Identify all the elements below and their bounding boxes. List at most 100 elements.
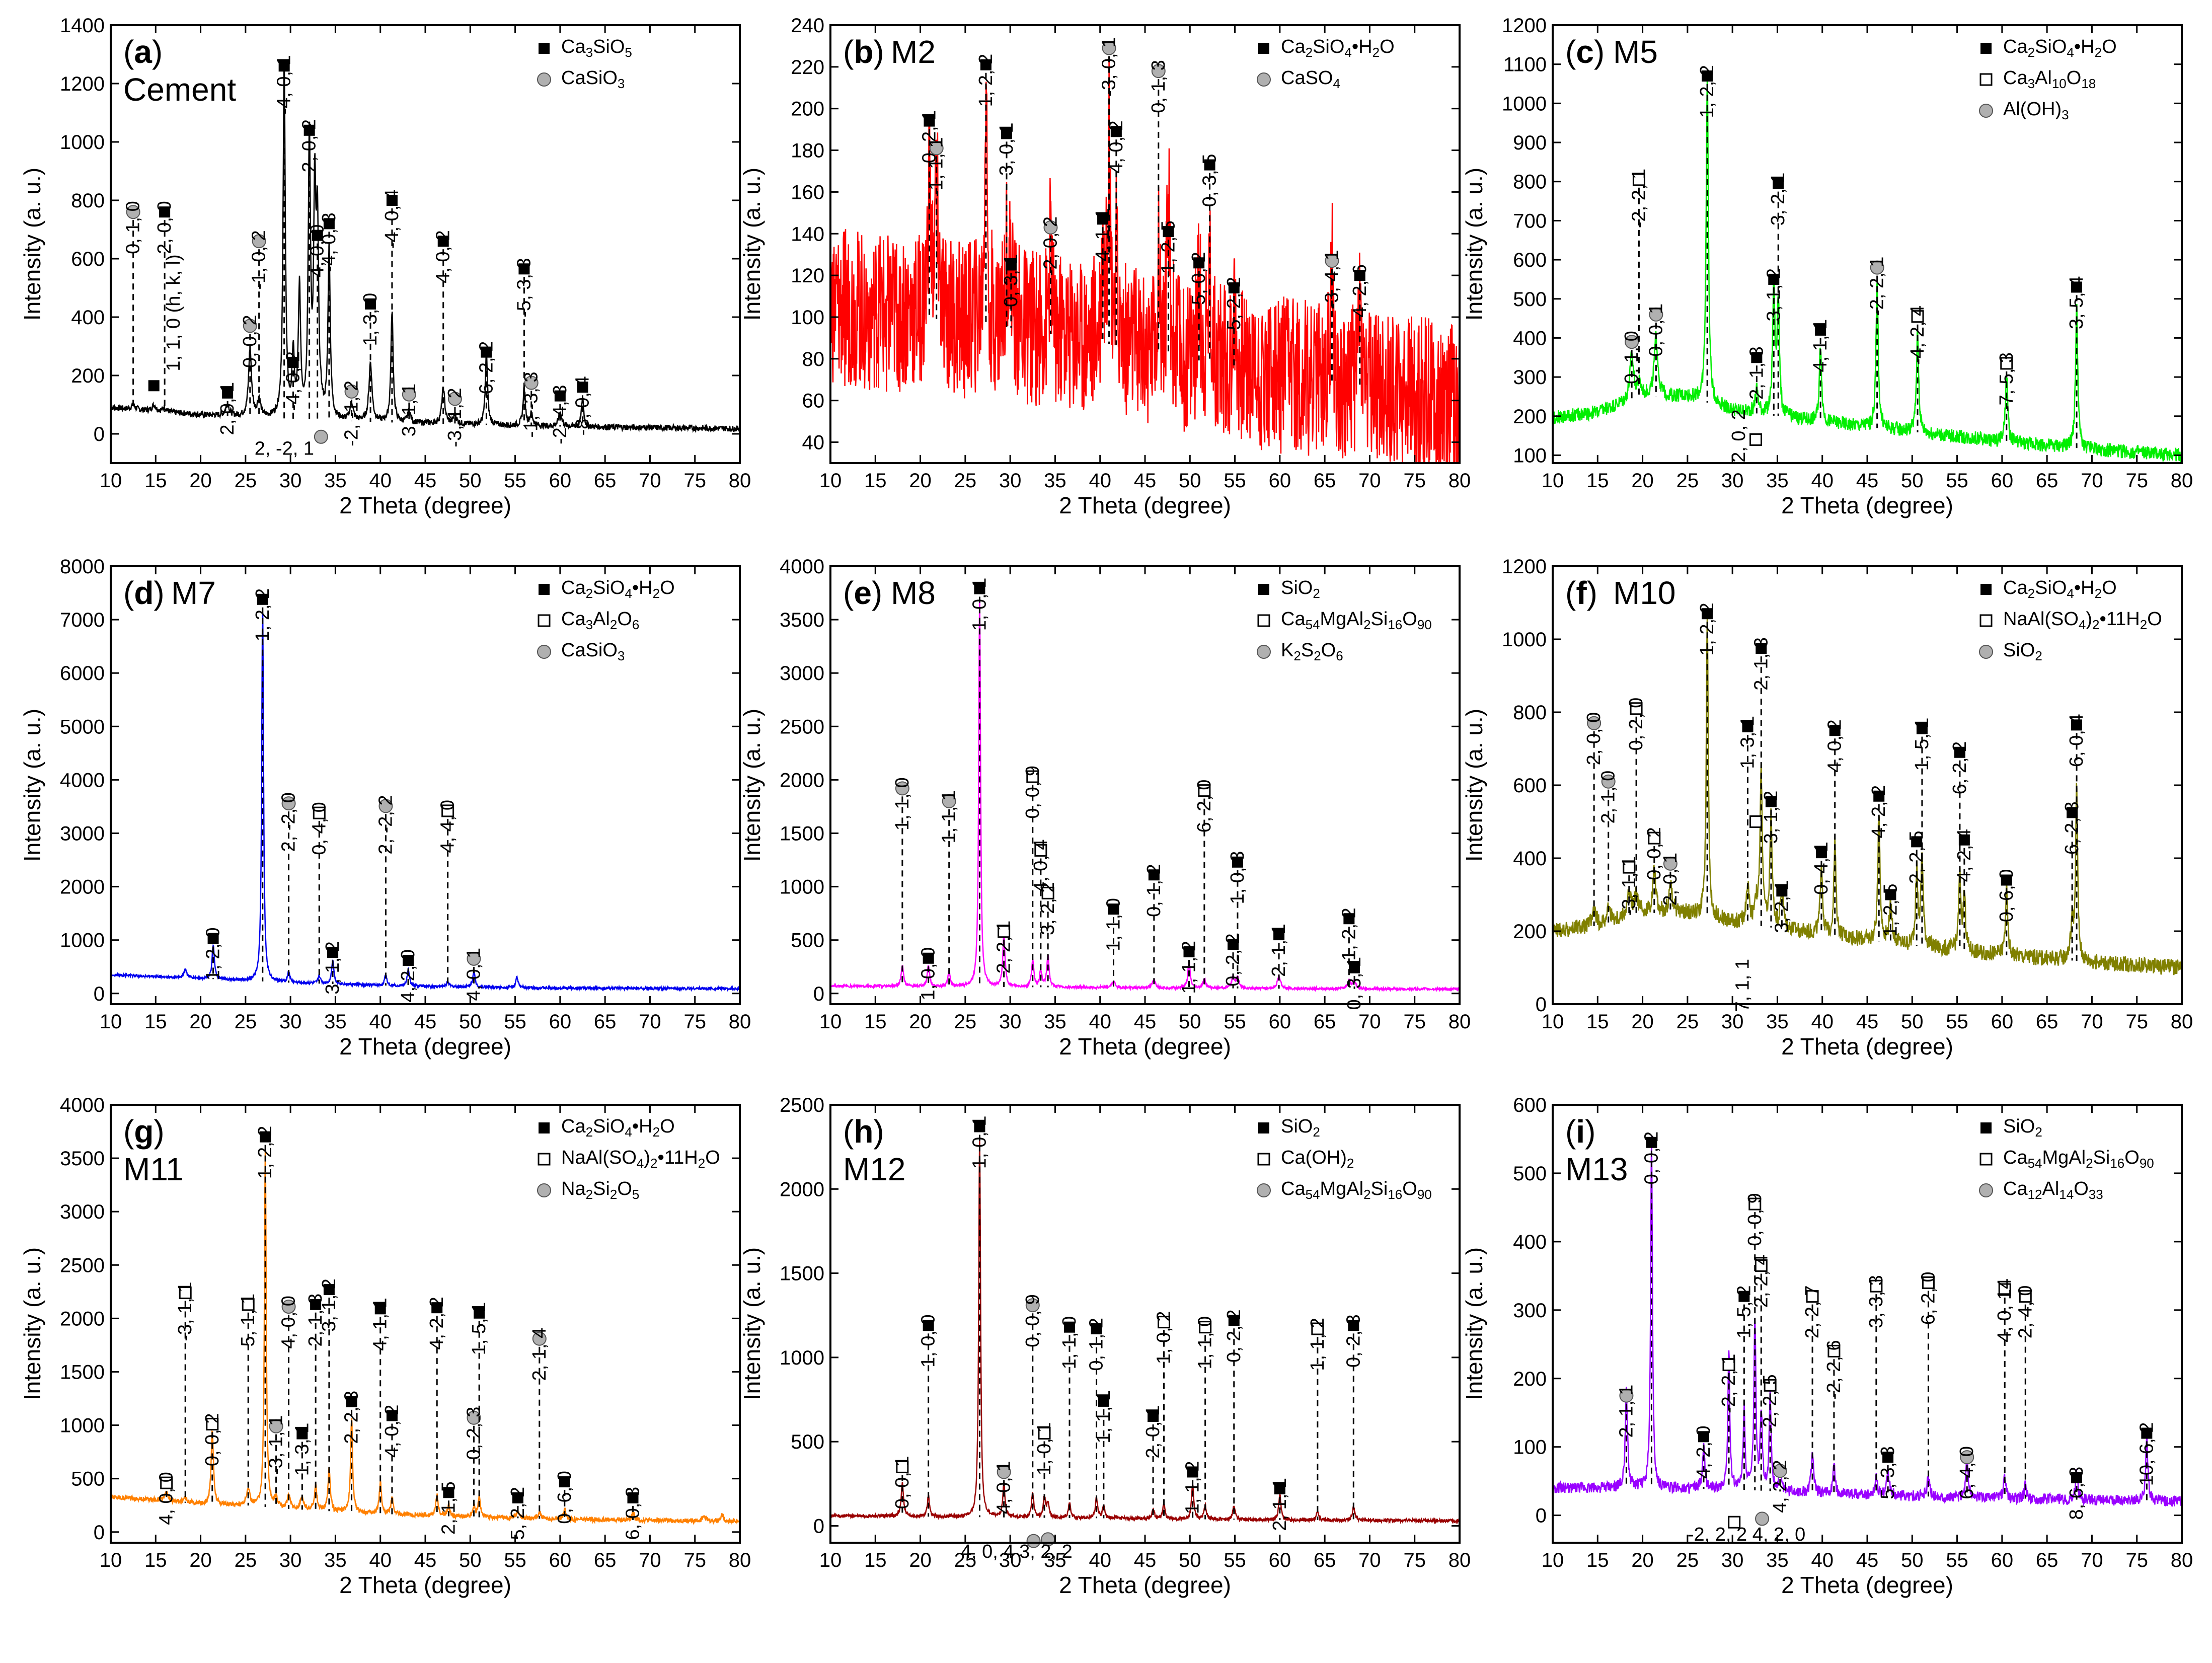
x-tick-label: 70: [1358, 470, 1381, 492]
peak-marker-filled-square: [437, 236, 449, 247]
peak-marker-gray-circle: [126, 205, 140, 219]
x-axis-title: 2 Theta (degree): [1781, 492, 1953, 518]
y-tick-label: 2000: [60, 1308, 105, 1330]
peak-label: -2, 0, 2: [1040, 216, 1061, 276]
y-tick-label: 4000: [780, 556, 824, 578]
peak-label: 0, 0, 2: [240, 315, 261, 368]
peak-marker-filled-square: [481, 346, 492, 358]
legend-label: K2S2O6: [1281, 640, 1343, 663]
peak-label: 1, 1, 2: [1182, 1461, 1203, 1514]
y-tick-label: 600: [71, 248, 105, 270]
peak-marker-gray-circle: [447, 392, 462, 406]
peak-label: 1, 0, 0: [918, 1314, 939, 1368]
y-tick-label: 400: [1513, 1231, 1547, 1253]
peak-label: 3, 1, 2: [1763, 268, 1784, 322]
peak-label: 6, 2, 0: [1194, 780, 1215, 833]
peak-label: 1, 3, 0: [360, 293, 381, 346]
peak-marker-filled-square: [1815, 847, 1827, 859]
panel-c: 0, 1, 0-2, 2, 10, 0, 11, 2, 22, 1, 33, 1…: [1461, 15, 2193, 518]
peak-marker-filled-square: [1163, 226, 1174, 238]
peak-label: -4, 0, 3: [319, 212, 340, 272]
y-tick-label: 1000: [780, 876, 824, 898]
sample-name: M7: [171, 575, 216, 611]
peak-label-extra: 1, 1, 0 (h, k, l): [163, 254, 184, 371]
x-tick-label: 60: [1269, 1549, 1291, 1571]
y-tick-label: 0: [1536, 1505, 1547, 1527]
panel-label: (i): [1565, 1113, 1595, 1150]
peak-marker-filled-square: [518, 263, 530, 275]
y-tick-label: 1000: [60, 131, 105, 154]
x-axis-title: 2 Theta (degree): [1781, 1033, 1953, 1060]
peak-label: 6, 2, 2: [1949, 741, 1970, 795]
x-tick-label: 70: [1358, 1549, 1381, 1571]
peak-label: 2, -2, 0: [278, 792, 299, 852]
peak-marker-open-square: [1199, 1321, 1212, 1334]
x-tick-label: 70: [1358, 1011, 1381, 1033]
panel-h: 0, 0, 1 1, 0, 0 1, 0, 1 4, 0, 1 0, 0, 9 1, 0,…: [739, 1094, 1471, 1598]
x-tick-label: 10: [1542, 470, 1564, 492]
peak-marker-filled-square: [1005, 259, 1017, 271]
peak-label: 5, 2, 2: [507, 1487, 528, 1540]
x-tick-label: 35: [324, 1011, 347, 1033]
peak-label: -8, 0, 4: [572, 376, 593, 435]
peak-marker-filled-square: [374, 1303, 386, 1315]
peak-label: 1, 0, 1: [969, 578, 990, 631]
peak-marker-filled-square: [974, 1121, 985, 1132]
peak-label: 1, 0, 1: [1034, 1422, 1055, 1476]
legend-marker-open-square: [1979, 1153, 1993, 1166]
peak-label: 4, 0, 0: [278, 1296, 299, 1349]
x-tick-label: 75: [1403, 1549, 1426, 1571]
peak-marker-gray-circle: [467, 1410, 481, 1425]
legend-label: Na2Si2O5: [561, 1178, 639, 1202]
y-tick-label: 200: [71, 365, 105, 387]
x-tick-label: 55: [504, 1549, 526, 1571]
peak-label: 0, 3, 1: [1001, 254, 1022, 307]
peak-marker-filled-square: [1815, 324, 1826, 336]
peak-label: 4, 2, 2: [1868, 785, 1889, 839]
xrd-trace-a: [111, 68, 740, 433]
y-tick-label: 500: [791, 1431, 824, 1453]
peak-marker-filled-square: [386, 195, 398, 206]
peak-marker-filled-square: [365, 298, 376, 310]
y-tick-label: 800: [1513, 171, 1547, 193]
x-tick-label: 55: [504, 470, 526, 492]
peak-marker-gray-circle: [1025, 1298, 1040, 1313]
peak-marker-filled-square: [1756, 643, 1767, 654]
peak-marker-open-square: [1038, 1427, 1051, 1440]
legend-marker-filled-square: [1258, 1122, 1269, 1133]
y-tick-label: 500: [71, 1468, 105, 1490]
y-tick-label: 1000: [1502, 629, 1547, 651]
peak-label: 3, 2, 1: [1768, 173, 1789, 226]
peak-label: 3, 1, 1: [399, 384, 420, 437]
legend-marker-gray-circle: [537, 1183, 551, 1197]
x-tick-label: 35: [1766, 1011, 1789, 1033]
peak-label: 0, 1, 3: [1148, 60, 1169, 113]
y-tick-label: 2500: [780, 1094, 824, 1116]
peak-marker-open-square: [998, 925, 1011, 938]
peak-label: 2, 0, 0: [1583, 712, 1605, 766]
x-tick-label: 60: [549, 1549, 572, 1571]
peak-label: 0, 0, 2: [1644, 827, 1665, 880]
peak-marker-filled-square: [1204, 159, 1215, 171]
x-tick-label: 30: [279, 1011, 302, 1033]
x-tick-label: 80: [729, 1549, 751, 1571]
x-tick-label: 80: [729, 1011, 751, 1033]
y-tick-label: 600: [1513, 775, 1547, 797]
x-tick-label: 65: [2036, 1549, 2058, 1571]
peak-marker-open-square: [1722, 1358, 1735, 1372]
peak-marker-filled-square: [1882, 1452, 1894, 1463]
peak-marker-filled-square: [1958, 834, 1970, 846]
peak-label: 2, 2, 5: [1906, 830, 1927, 884]
peak-marker-filled-square: [2071, 1472, 2083, 1483]
peak-marker-filled-square: [1751, 352, 1763, 363]
x-tick-label: 45: [414, 1549, 437, 1571]
peak-marker-filled-square: [1098, 1395, 1109, 1407]
peak-marker-filled-square: [1765, 796, 1777, 807]
peak-marker-filled-square: [296, 1428, 308, 1440]
y-tick-label: 400: [1513, 327, 1547, 349]
y-axis-title: Intensity (a. u.): [1461, 168, 1487, 321]
peak-marker-filled-square: [148, 380, 160, 392]
peak-marker-filled-square: [1183, 946, 1195, 958]
y-tick-label: 400: [1513, 848, 1547, 870]
x-tick-label: 55: [1946, 1549, 1968, 1571]
